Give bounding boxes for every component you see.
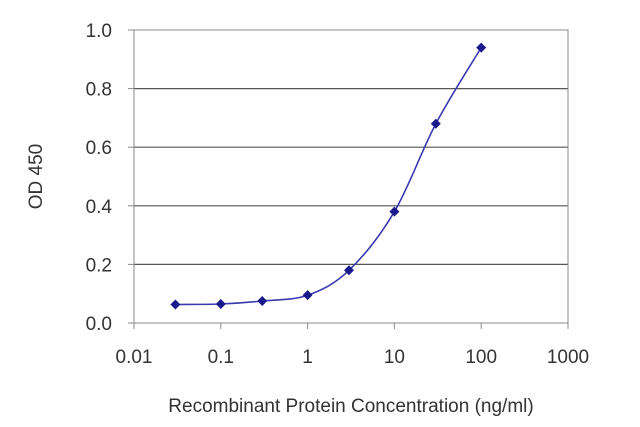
x-axis-ticks: 0.01 0.1 1 10 100 1000 bbox=[116, 323, 589, 368]
x-tick-label: 1000 bbox=[547, 347, 589, 368]
y-tick-label: 0.0 bbox=[86, 314, 112, 335]
data-point bbox=[302, 290, 313, 301]
data-point bbox=[257, 296, 268, 307]
data-point bbox=[170, 299, 181, 310]
x-tick-label: 0.01 bbox=[116, 347, 153, 368]
y-tick-label: 0.8 bbox=[86, 80, 112, 101]
data-point bbox=[215, 298, 226, 309]
y-tick-label: 0.2 bbox=[86, 255, 112, 276]
x-tick-label: 10 bbox=[384, 347, 405, 368]
y-tick-label: 0.4 bbox=[86, 197, 113, 218]
y-axis-title: OD 450 bbox=[26, 144, 47, 209]
data-points bbox=[170, 42, 487, 310]
plot-area-frame bbox=[133, 29, 569, 324]
x-axis-title: Recombinant Protein Concentration (ng/ml… bbox=[168, 396, 533, 417]
y-tick-label: 1.0 bbox=[86, 21, 112, 42]
y-axis-ticks: 0.0 0.2 0.4 0.6 0.8 1.0 bbox=[86, 21, 134, 335]
data-point bbox=[476, 42, 487, 53]
data-point bbox=[389, 206, 400, 217]
x-tick-label: 0.1 bbox=[208, 347, 234, 368]
y-tick-label: 0.6 bbox=[86, 138, 112, 159]
x-tick-label: 100 bbox=[465, 347, 497, 368]
series-curve bbox=[175, 47, 482, 306]
gridlines bbox=[134, 87, 568, 265]
x-tick-label: 1 bbox=[302, 347, 313, 368]
data-point bbox=[430, 118, 441, 129]
data-point bbox=[344, 265, 355, 276]
